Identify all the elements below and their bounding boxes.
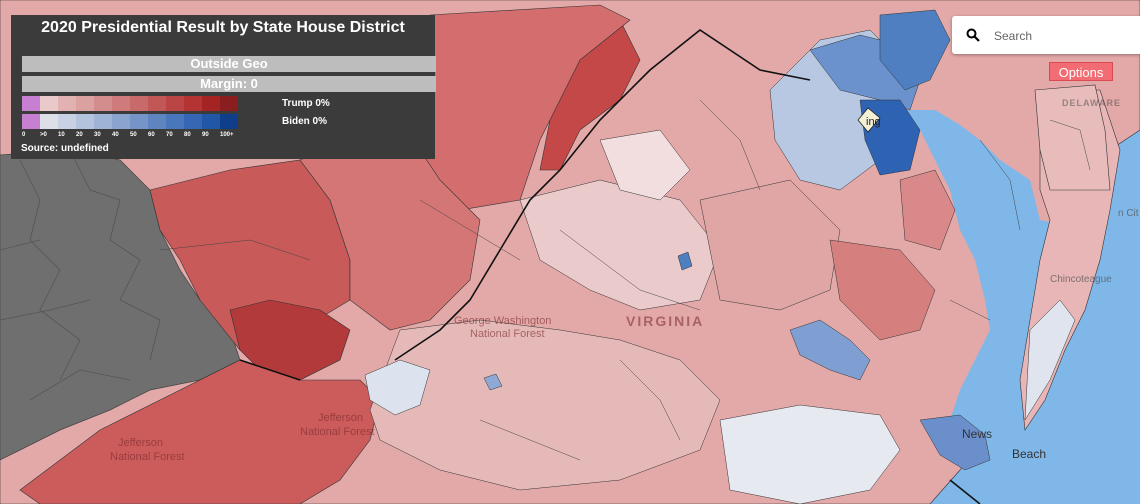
outside-geo-boundaries [0, 149, 161, 401]
forest-label-jefferson-2: National Forest [300, 426, 375, 438]
district-va-light [599, 129, 691, 201]
forest-label-gw-2: National Forest [470, 328, 545, 340]
district-maryland-blue [879, 9, 951, 91]
biden-swatch [112, 114, 130, 129]
biden-swatch [166, 114, 184, 129]
legend-panel: 2020 Presidential Result by State House … [11, 15, 436, 159]
scale-tick: 70 [166, 132, 173, 138]
biden-swatch [76, 114, 94, 129]
district-wv-central [299, 119, 481, 331]
scale-tick: 40 [112, 132, 119, 138]
forest-label-jefferson-sw-2: National Forest [110, 451, 185, 463]
search-input[interactable] [992, 26, 1136, 46]
district-tidewater-blue [919, 414, 991, 471]
trump-swatch [22, 96, 40, 111]
district-lines [159, 99, 1091, 461]
scale-tick: 10 [58, 132, 65, 138]
biden-swatch [220, 114, 238, 129]
trump-label: Trump 0% [282, 98, 330, 109]
scale-tick: 30 [94, 132, 101, 138]
delaware-region [1034, 84, 1111, 191]
scale-tick: 20 [76, 132, 83, 138]
region-name-bar: Outside Geo [22, 56, 436, 72]
district-roanoke-blue [483, 373, 503, 391]
city-label-news: News [962, 427, 993, 441]
city-label-washington: ing [866, 116, 881, 128]
options-button[interactable]: Options [1049, 62, 1113, 81]
district-lynchburg-light [364, 359, 431, 416]
trump-swatch [112, 96, 130, 111]
district-charlottesville-blue [677, 251, 693, 271]
biden-label: Biden 0% [282, 116, 328, 127]
biden-swatch [58, 114, 76, 129]
forest-label-gw: George Washington [454, 315, 552, 327]
biden-swatch [148, 114, 166, 129]
forest-label-jefferson: Jefferson [318, 412, 364, 424]
scale-tick: 100+ [220, 132, 234, 138]
state-label-delaware: DELAWARE [1062, 98, 1122, 108]
district-va-southcentral [369, 319, 721, 491]
biden-swatch [184, 114, 202, 129]
state-boundary [239, 29, 981, 504]
dc-district [857, 107, 881, 133]
magnifier-icon [966, 28, 980, 42]
biden-swatch [40, 114, 58, 129]
scale-tick: 80 [184, 132, 191, 138]
source-text: Source: undefined [21, 143, 109, 154]
scale-tick: 0 [22, 132, 26, 138]
biden-swatch [130, 114, 148, 129]
trump-color-scale [22, 96, 238, 111]
scale-ticks: 0 >0 10 20 30 40 50 60 70 80 90 100+ [22, 132, 238, 138]
trump-swatch [166, 96, 184, 111]
trump-swatch [58, 96, 76, 111]
city-label-ocean-city: n Cit [1118, 208, 1139, 219]
biden-swatch [202, 114, 220, 129]
trump-swatch [184, 96, 202, 111]
city-label-beach: Beach [1012, 447, 1047, 461]
district-va-mid [699, 179, 841, 311]
outside-geo-region [0, 149, 241, 461]
atlantic-ocean [990, 140, 1140, 504]
trump-swatch [220, 96, 238, 111]
district-sw-darkred [229, 299, 351, 381]
eastern-shore-light [1024, 299, 1076, 421]
biden-swatch [22, 114, 40, 129]
trump-swatch [40, 96, 58, 111]
district-southside-light [719, 404, 901, 504]
district-east-red [829, 239, 936, 341]
legend-title: 2020 Presidential Result by State House … [41, 19, 405, 36]
state-label: VIRGINIA [626, 313, 705, 329]
scale-tick: >0 [40, 132, 47, 138]
margin-bar: Margin: 0 [22, 76, 436, 92]
search-box[interactable] [952, 16, 1140, 54]
forest-label-jefferson-sw: Jefferson [118, 437, 164, 449]
trump-swatch [76, 96, 94, 111]
district-wv-panhandle [539, 19, 641, 171]
biden-swatch [94, 114, 112, 129]
scale-tick: 90 [202, 132, 209, 138]
trump-swatch [148, 96, 166, 111]
district-northern-neck [899, 169, 956, 251]
city-label-chincoteague: Chincoteague [1050, 274, 1112, 285]
trump-swatch [130, 96, 148, 111]
scale-tick: 50 [130, 132, 137, 138]
trump-swatch [94, 96, 112, 111]
trump-swatch [202, 96, 220, 111]
biden-color-scale [22, 114, 238, 129]
scale-tick: 60 [148, 132, 155, 138]
district-richmond-blue [789, 319, 871, 381]
